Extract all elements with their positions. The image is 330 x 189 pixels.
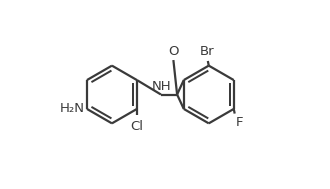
Text: H₂N: H₂N [60, 101, 85, 115]
Text: NH: NH [151, 80, 171, 93]
Text: O: O [168, 45, 178, 58]
Text: Cl: Cl [130, 120, 144, 133]
Text: F: F [236, 116, 243, 129]
Text: Br: Br [200, 45, 214, 58]
